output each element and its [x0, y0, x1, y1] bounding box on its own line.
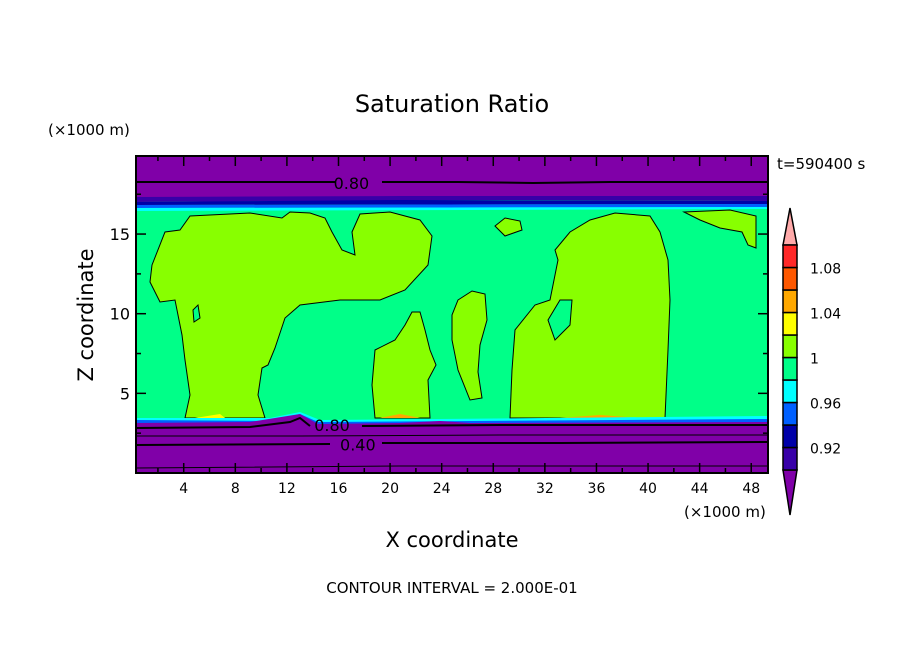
x-tick-label: 44 — [691, 481, 709, 497]
x-tick-label: 16 — [330, 481, 348, 497]
time-label: t=590400 s — [777, 155, 865, 173]
region-center-1 — [371, 311, 437, 419]
colorbar-tick-label: 1 — [810, 352, 819, 368]
colorbar-over-triangle — [782, 207, 798, 246]
y-tick-label: 10 — [110, 305, 130, 324]
plot-frame — [135, 155, 769, 474]
contour-label: 0.80 — [314, 416, 350, 435]
contour-line-bottom-020 — [136, 465, 768, 469]
yellow-patch-2 — [380, 414, 420, 418]
colorbar: 0.92 0.96 1 1.04 1.08 — [782, 207, 841, 516]
supersaturated-regions — [149, 209, 757, 419]
colorbar-swatch — [782, 311, 798, 336]
contour-label: 0.40 — [340, 435, 376, 454]
x-tick-label: 36 — [588, 481, 606, 497]
region-left — [149, 211, 433, 419]
chart-title: Saturation Ratio — [355, 90, 549, 118]
colorbar-swatch — [782, 401, 798, 426]
colorbar-swatch — [782, 244, 798, 269]
colorbar-tick-label: 1.08 — [810, 262, 841, 278]
region-center-2 — [451, 290, 488, 401]
yellow-patch-1 — [195, 414, 225, 418]
contour-line-bottom-040 — [136, 441, 768, 446]
top-band-cyan — [136, 207, 768, 211]
colorbar-tick-label: 0.92 — [810, 442, 841, 458]
contour-interval-label: CONTOUR INTERVAL = 2.000E-01 — [326, 579, 577, 597]
contour-line-bottom-060 — [136, 434, 768, 437]
contour-line-bottom-080 — [136, 416, 768, 429]
colorbar-tick-label: 0.96 — [810, 397, 841, 413]
x-tick-label: 20 — [381, 481, 399, 497]
contour-lines — [136, 181, 768, 469]
x-tick-label: 32 — [536, 481, 554, 497]
y-axis-label: Z coordinate — [74, 248, 98, 381]
x-tick-label: 4 — [179, 481, 188, 497]
top-band-purple — [136, 156, 768, 198]
region-small-top — [494, 217, 523, 237]
x-tick-label: 12 — [278, 481, 296, 497]
colorbar-under-triangle — [782, 469, 798, 516]
x-tick-label: 24 — [433, 481, 451, 497]
region-right — [509, 212, 671, 419]
x-tick-label: 48 — [742, 481, 760, 497]
region-small-left — [192, 303, 201, 323]
colorbar-swatch — [782, 266, 798, 291]
y-unit-label: (×1000 m) — [48, 121, 130, 139]
colorbar-swatch — [782, 424, 798, 449]
region-dry-hole — [547, 299, 573, 341]
colorbar-tick-label: 1.04 — [810, 307, 841, 323]
x-tick-label: 28 — [484, 481, 502, 497]
top-band-blue — [136, 204, 768, 208]
y-tick-label: 5 — [120, 384, 130, 403]
colorbar-swatch — [782, 379, 798, 404]
top-band-navy — [136, 200, 768, 205]
x-unit-label: (×1000 m) — [684, 503, 766, 521]
x-tick-label: 8 — [231, 481, 240, 497]
colorbar-swatch — [782, 356, 798, 381]
colorbar-swatch — [782, 334, 798, 359]
x-tick-label: 40 — [639, 481, 657, 497]
colorbar-swatch — [782, 289, 798, 314]
contour-label: 0.80 — [334, 174, 370, 193]
colorbar-swatch — [782, 446, 798, 471]
x-axis-label: X coordinate — [385, 528, 518, 552]
y-tick-label: 15 — [110, 225, 130, 244]
yellow-patch-3 — [560, 415, 640, 418]
contour-line-top-080 — [136, 181, 768, 185]
region-top-right — [682, 209, 757, 249]
top-band-darkpurple — [136, 196, 768, 202]
